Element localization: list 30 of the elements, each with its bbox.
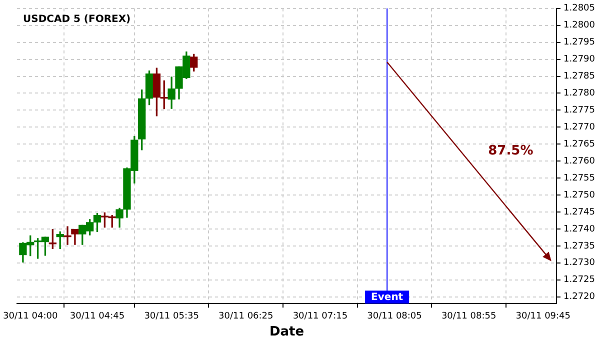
y-tick-label: 1.2760 [564, 156, 596, 166]
x-tick-label: 30/11 06:25 [218, 311, 274, 322]
y-tick-label: 1.2740 [564, 224, 596, 234]
ref-line-label: Event [371, 292, 404, 304]
text: USDCAD 5 (FOREX) [22, 14, 131, 25]
y-tick-label: 1.2750 [564, 190, 596, 200]
y-tick-label: 1.2790 [564, 54, 596, 65]
y-tick-label: 1.2770 [564, 122, 596, 132]
y-tick-label: 1.2805 [564, 4, 596, 14]
y-tick-label: 1.2785 [564, 72, 596, 82]
y-tick-label: 1.2730 [564, 258, 596, 268]
x-tick-label: 30/11 08:55 [441, 311, 496, 322]
x-tick-label: 30/11 04:00 [3, 311, 58, 322]
y-tick-label: 1.2795 [564, 38, 596, 48]
y-tick-label: 1.2735 [564, 241, 596, 252]
x-tick-label: 30/11 05:35 [144, 311, 199, 322]
x-tick-label: 30/11 08:05 [367, 311, 422, 322]
annotation: 87.5% [488, 144, 534, 159]
y-tick-label: 1.2725 [564, 275, 596, 286]
x-axis-title: Date [269, 324, 304, 340]
y-tick-label: 1.2720 [564, 292, 596, 302]
x-tick-label: 30/11 09:45 [516, 311, 570, 322]
x-tick-label: 30/11 07:15 [292, 311, 348, 322]
y-tick-label: 1.2755 [564, 173, 596, 184]
x-tick-label: 30/11 04:45 [70, 311, 125, 322]
y-tick-label: 1.2765 [564, 139, 596, 150]
y-tick-label: 1.2800 [564, 20, 596, 31]
y-tick-label: 1.2780 [564, 88, 596, 99]
y-tick-label: 1.2745 [564, 207, 596, 218]
y-tick-label: 1.2775 [564, 106, 596, 116]
